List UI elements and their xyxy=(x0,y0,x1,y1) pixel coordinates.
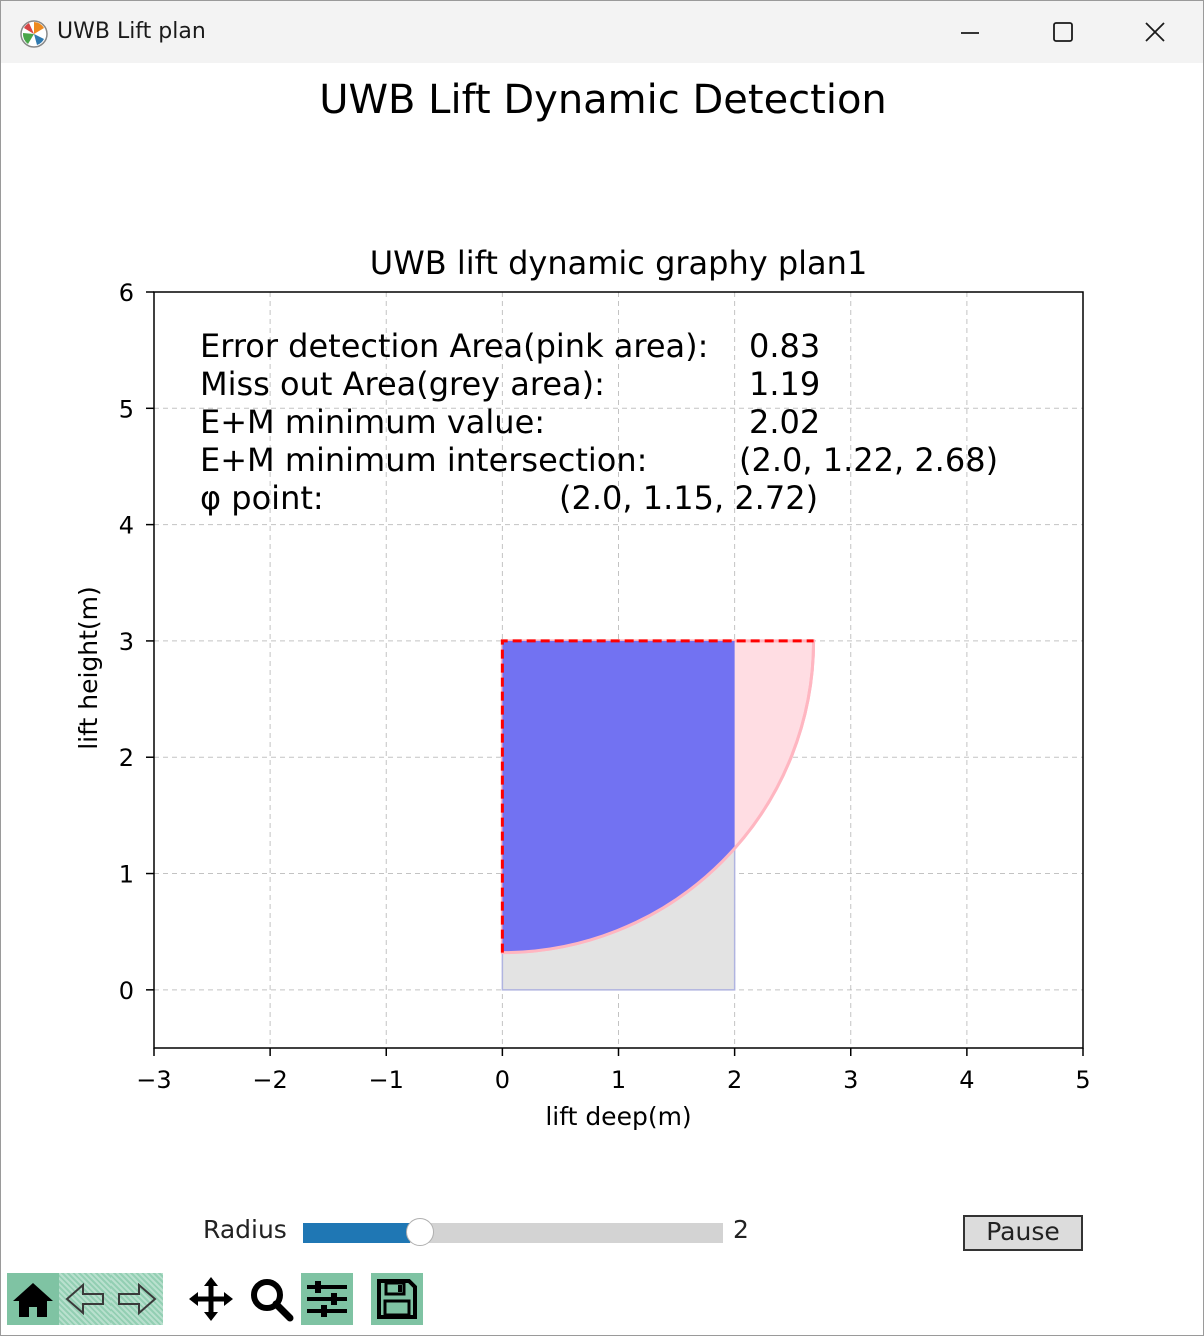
chart-title: UWB lift dynamic graphy plan1 xyxy=(370,244,868,282)
x-tick-label: −3 xyxy=(136,1066,171,1094)
x-tick-label: −2 xyxy=(252,1066,287,1094)
x-tick-label: 1 xyxy=(611,1066,626,1094)
configure-subplots-button[interactable] xyxy=(301,1273,353,1325)
annotation-value: (2.0, 1.22, 2.68) xyxy=(739,441,998,479)
annotation-label: Miss out Area(grey area): xyxy=(200,365,605,403)
pause-button[interactable]: Pause xyxy=(963,1215,1083,1251)
figure-suptitle: UWB Lift Dynamic Detection xyxy=(319,77,887,123)
x-tick-label: −1 xyxy=(369,1066,404,1094)
annotation-value: 2.02 xyxy=(749,403,820,441)
navigation-toolbar xyxy=(1,1271,1203,1331)
annotation-label: φ point: xyxy=(200,479,324,517)
y-tick-label: 3 xyxy=(119,628,134,656)
x-tick-label: 2 xyxy=(727,1066,742,1094)
annotation-value: 0.83 xyxy=(749,327,820,365)
annotation-label: Error detection Area(pink area): xyxy=(200,327,708,365)
forward-button[interactable] xyxy=(111,1273,163,1325)
zoom-icon xyxy=(251,1279,294,1322)
maximize-icon xyxy=(1053,22,1073,42)
x-tick-label: 5 xyxy=(1075,1066,1090,1094)
minimize-button[interactable] xyxy=(949,11,993,55)
radius-slider[interactable] xyxy=(303,1218,723,1246)
overlap-area xyxy=(502,640,735,953)
close-icon xyxy=(1145,22,1165,42)
window-title: UWB Lift plan xyxy=(57,19,206,44)
annotation-label: E+M minimum value: xyxy=(200,403,545,441)
y-tick-label: 2 xyxy=(119,744,134,772)
back-button[interactable] xyxy=(59,1273,111,1325)
pan-icon xyxy=(189,1277,233,1321)
radius-value: 2 xyxy=(733,1215,749,1244)
y-tick-label: 4 xyxy=(119,512,134,540)
home-button[interactable] xyxy=(7,1273,59,1325)
x-axis-label: lift deep(m) xyxy=(545,1102,691,1131)
error-arc-edge xyxy=(502,640,816,955)
radius-slider-label: Radius xyxy=(203,1215,287,1244)
save-button[interactable] xyxy=(371,1273,423,1325)
maximize-button[interactable] xyxy=(1041,11,1085,55)
lift-plan-chart[interactable]: −3 −2 −1 0 1 2 3 4 5 0 1 2 3 4 5 6 UWB lift dynamic grap… xyxy=(1,1,1203,1201)
slider-fill xyxy=(303,1223,411,1243)
home-icon xyxy=(13,1283,53,1317)
forward-icon xyxy=(118,1282,157,1316)
pan-button[interactable] xyxy=(185,1273,237,1325)
matplotlib-icon xyxy=(19,19,49,49)
back-icon xyxy=(65,1282,104,1316)
minimize-icon xyxy=(961,32,979,34)
annotation-value: 1.19 xyxy=(749,365,820,403)
zoom-button[interactable] xyxy=(245,1273,297,1325)
x-tick-label: 0 xyxy=(495,1066,510,1094)
x-tick-label: 4 xyxy=(959,1066,974,1094)
annotation-value: (2.0, 1.15, 2.72) xyxy=(559,479,818,517)
dashed-outline xyxy=(500,639,814,953)
y-tick-label: 1 xyxy=(119,861,134,889)
title-bar[interactable]: UWB Lift plan xyxy=(1,1,1203,63)
y-axis-label: lift height(m) xyxy=(74,586,103,750)
y-tick-label: 0 xyxy=(119,977,134,1005)
y-tick-label: 5 xyxy=(119,395,134,423)
close-button[interactable] xyxy=(1134,11,1178,55)
x-tick-label: 3 xyxy=(843,1066,858,1094)
annotation-label: E+M minimum intersection: xyxy=(200,441,647,479)
y-tick-label: 6 xyxy=(119,279,134,307)
save-icon xyxy=(377,1279,417,1319)
configure-subplots-icon xyxy=(307,1281,347,1317)
slider-handle[interactable] xyxy=(406,1218,435,1246)
